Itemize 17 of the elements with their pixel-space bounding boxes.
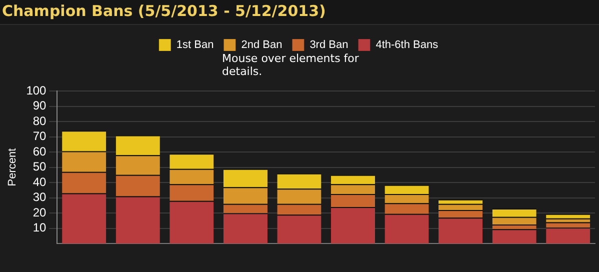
y-tick-label: 50 (32, 160, 47, 174)
text: Mouse over elements for details. (222, 52, 360, 78)
legend-label: 4th-6th Bans (376, 39, 439, 52)
y-tick-label: 40 (32, 174, 47, 189)
y-tick-label: 100 (26, 83, 47, 98)
y-tick-label: 30 (32, 190, 47, 204)
legend-label: 3rd Ban (310, 39, 348, 52)
y-tick-label: 90 (32, 98, 47, 113)
y-tick-label: 80 (32, 114, 47, 128)
y-tick-label: 70 (32, 129, 47, 144)
y-tick-label: 60 (32, 144, 47, 158)
legend-label: 2nd Ban (241, 39, 282, 52)
y-axis-title: Percent (6, 148, 19, 186)
legend-label: 1st Ban (176, 39, 214, 52)
chart-title: Champion Bans (5/5/2013 - 5/12/2013) (0, 0, 599, 25)
y-tick-label: 10 (32, 220, 47, 235)
y-tick-label: 20 (32, 205, 47, 220)
